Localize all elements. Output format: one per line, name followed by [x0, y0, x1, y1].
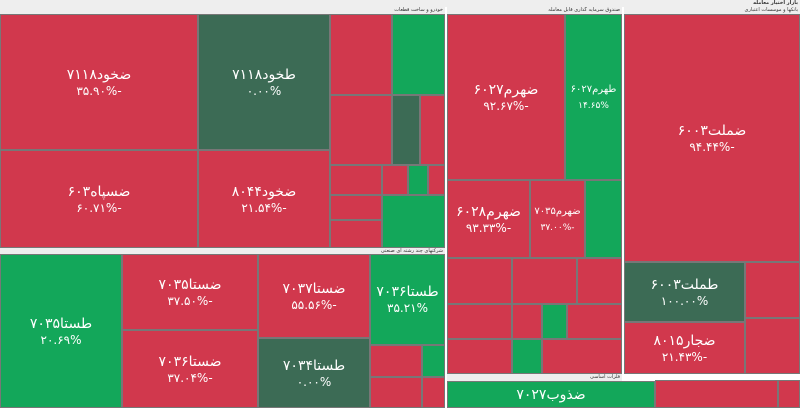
tile[interactable]: [447, 304, 512, 339]
tile[interactable]: ضستا۷۰۳۷ -۵۵.۵۶%: [258, 254, 370, 338]
tile-value: -۹۴.۴۴%: [689, 139, 735, 154]
tile-label: ضستا۷۰۳۶: [158, 353, 222, 370]
tile[interactable]: [330, 95, 392, 165]
tile-value: -۹۳.۳۳%: [465, 220, 512, 235]
section-title: صندوق سرمایه گذاری قابل معامله: [447, 7, 622, 14]
tile-label: ضذوب۷۰۲۷: [516, 386, 586, 403]
tile[interactable]: [382, 165, 408, 195]
tile[interactable]: [447, 258, 512, 304]
tile[interactable]: طستا۷۰۳۴ ۰.۰۰%: [258, 338, 370, 408]
tile[interactable]: [585, 180, 622, 258]
tile-label: ضهرم۷۰۳۵: [534, 205, 581, 217]
tile[interactable]: [778, 380, 800, 408]
tile-label: ضستا۷۰۳۵: [158, 276, 222, 293]
tile[interactable]: [428, 165, 445, 195]
tile-value: ۳۵.۲۱%: [387, 301, 428, 315]
tile[interactable]: ضهرم۶۰۲۷ -۹۲.۶۷%: [447, 14, 565, 180]
tile-label: ضستا۷۰۳۷: [282, 280, 346, 297]
tile[interactable]: [745, 318, 800, 374]
tile[interactable]: [542, 339, 622, 374]
tile[interactable]: طهرم۶۰۲۷ ۱۴.۶۵%: [565, 14, 622, 180]
tile[interactable]: [330, 195, 382, 220]
tile[interactable]: [567, 304, 622, 339]
section-title: بانکها و موسسات اعتباری: [624, 7, 800, 14]
tile-value: -۳۵.۹۰%: [76, 83, 122, 98]
tile-value: -۵۵.۵۶%: [291, 297, 337, 312]
tile-value: -۶۰.۷۱%: [76, 200, 122, 215]
tile[interactable]: [512, 258, 577, 304]
tile[interactable]: ضخود۸۰۴۴ -۲۱.۵۴%: [198, 150, 330, 248]
tile[interactable]: ضخود۷۱۱۸ -۳۵.۹۰%: [0, 14, 198, 150]
tile-value: -۹۲.۶۷%: [483, 98, 529, 113]
tile[interactable]: طستا۷۰۳۶ ۳۵.۲۱%: [370, 254, 445, 345]
tile[interactable]: [370, 345, 422, 377]
tile-label: طستا۷۰۳۵: [29, 315, 93, 332]
tile[interactable]: [422, 345, 445, 377]
tile[interactable]: [330, 220, 382, 248]
tile[interactable]: [512, 304, 542, 339]
tile[interactable]: ضسپاه۶۰۳ -۶۰.۷۱%: [0, 150, 198, 248]
tile[interactable]: [542, 304, 567, 339]
tile[interactable]: [745, 262, 800, 318]
tile-value: ۱۴.۶۵%: [578, 100, 609, 111]
tile-value: ۰.۰۰%: [246, 83, 282, 98]
tile[interactable]: طخود۷۱۱۸ ۰.۰۰%: [198, 14, 330, 150]
tile-label: ضسپاه۶۰۳: [67, 183, 131, 200]
tile-value: ۱۰۰.۰۰%: [660, 293, 709, 308]
tile-label: طخود۷۱۱۸: [232, 66, 296, 83]
tile[interactable]: [420, 95, 445, 165]
page-title: بازار اختیار معامله: [0, 0, 800, 7]
tile[interactable]: [422, 377, 445, 408]
tile[interactable]: ضجار۸۰۱۵ -۲۱.۴۳%: [624, 322, 745, 374]
tile-value: ۲۰.۶۹%: [40, 332, 82, 347]
tile-label: ضخود۸۰۴۴: [231, 183, 297, 200]
tile[interactable]: [655, 380, 778, 408]
tile-label: ضهرم۶۰۲۸: [456, 203, 521, 220]
tile-label: ضجار۸۰۱۵: [653, 332, 716, 349]
tile[interactable]: [330, 14, 392, 95]
section-title: شرکتهای چند رشته ای صنعتی: [0, 248, 445, 255]
tile-label: ضهرم۶۰۲۷: [473, 81, 539, 98]
tile-label: طستا۷۰۳۶: [376, 284, 439, 300]
tile-value: -۳۷.۵۰%: [167, 293, 213, 308]
tile-value: -۲۱.۵۴%: [241, 200, 287, 215]
section-title: خودرو و ساخت قطعات: [0, 7, 445, 14]
tile-value: -۳۷.۰۰%: [540, 222, 575, 233]
tile[interactable]: ضستا۷۰۳۶ -۳۷.۰۴%: [122, 330, 258, 408]
section-title: فلزات اساسی: [447, 374, 622, 381]
tile[interactable]: [392, 95, 420, 165]
tile[interactable]: [370, 377, 422, 408]
tile-value: ۰.۰۰%: [296, 374, 332, 389]
tile-label: طستا۷۰۳۴: [282, 357, 346, 374]
tile[interactable]: ضهرم۶۰۲۸ -۹۳.۳۳%: [447, 180, 530, 258]
tile[interactable]: [392, 14, 445, 95]
tile[interactable]: ضذوب۷۰۲۷: [447, 381, 655, 408]
tile-value: -۳۷.۰۴%: [167, 370, 213, 385]
tile[interactable]: [447, 339, 512, 374]
tile[interactable]: [408, 165, 428, 195]
tile[interactable]: [330, 165, 382, 195]
tile[interactable]: ضهرم۷۰۳۵ -۳۷.۰۰%: [530, 180, 585, 258]
tile[interactable]: [512, 339, 542, 374]
tile[interactable]: طستا۷۰۳۵ ۲۰.۶۹%: [0, 254, 122, 408]
tile[interactable]: ضستا۷۰۳۵ -۳۷.۵۰%: [122, 254, 258, 330]
tile[interactable]: [382, 195, 445, 248]
tile-value: -۲۱.۴۳%: [661, 349, 708, 364]
tile-label: طملت۶۰۰۳: [650, 276, 719, 293]
tile[interactable]: [577, 258, 622, 304]
tile[interactable]: ضملت۶۰۰۳ -۹۴.۴۴%: [624, 14, 800, 262]
tile-label: طهرم۶۰۲۷: [570, 83, 617, 95]
tile[interactable]: طملت۶۰۰۳ ۱۰۰.۰۰%: [624, 262, 745, 322]
tile-label: ضخود۷۱۱۸: [66, 66, 132, 83]
tile-label: ضملت۶۰۰۳: [677, 122, 747, 139]
